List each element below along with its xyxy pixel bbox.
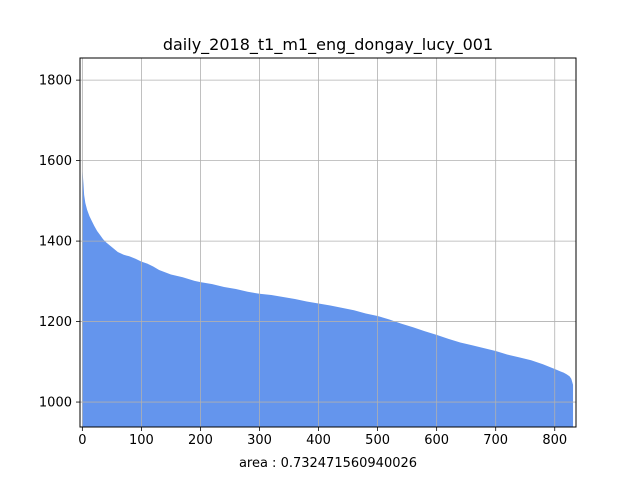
y-tick-label: 1200 [39, 315, 72, 330]
chart-title: daily_2018_t1_m1_eng_dongay_lucy_001 [163, 35, 493, 55]
x-tick-label: 500 [365, 433, 390, 448]
x-tick-label: 400 [306, 433, 331, 448]
plot-frame [79, 57, 577, 428]
x-tick-label: 700 [483, 433, 508, 448]
y-tick-label: 1400 [39, 235, 72, 250]
x-tick-label: 300 [247, 433, 272, 448]
axis-ticks: 0 100 200 300 400 500 600 700 800 1000 1200 1400 160… [39, 74, 567, 448]
x-axis-label: area : 0.732471560940026 [239, 456, 417, 471]
grid-lines [80, 58, 576, 427]
x-tick-label: 600 [424, 433, 449, 448]
x-tick-label: 0 [78, 433, 86, 448]
x-tick-label: 200 [188, 433, 213, 448]
y-tick-label: 1600 [39, 154, 72, 169]
area-series [82, 169, 574, 427]
x-tick-label: 100 [129, 433, 154, 448]
y-tick-label: 1800 [39, 74, 72, 89]
y-tick-label: 1000 [39, 396, 72, 411]
x-tick-label: 800 [542, 433, 567, 448]
